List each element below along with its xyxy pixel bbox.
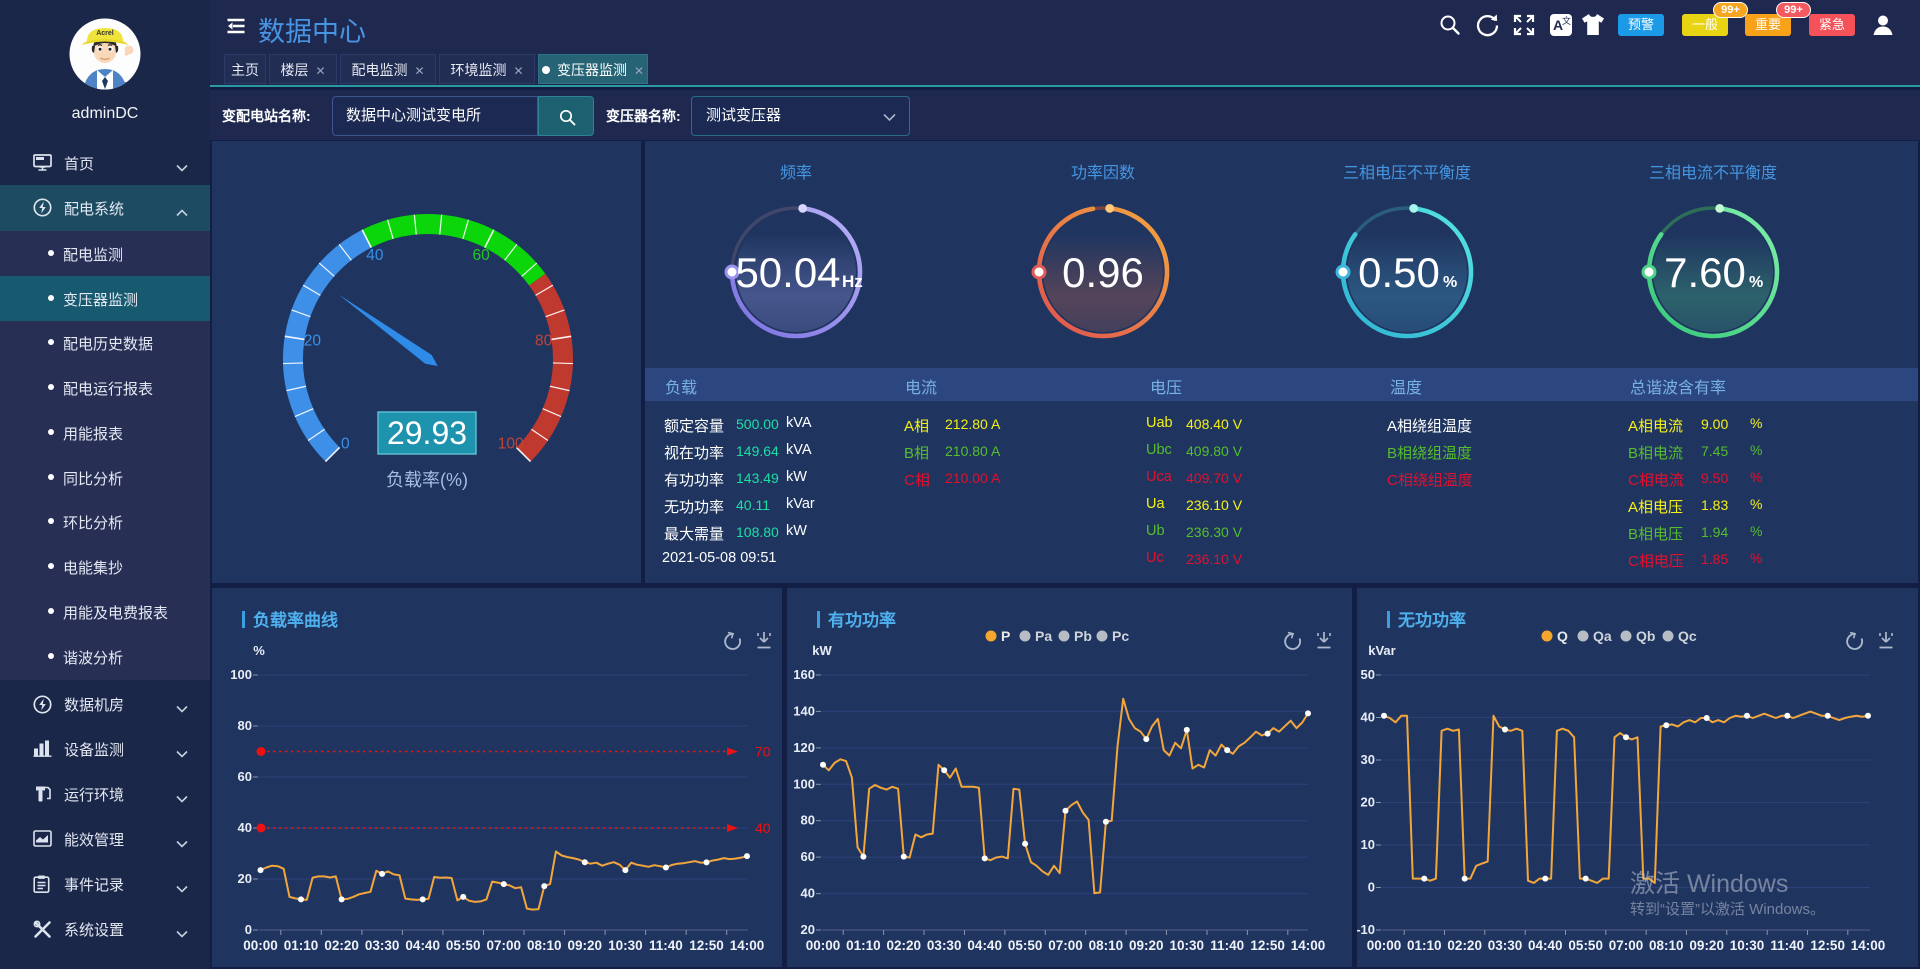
svg-text:01:10: 01:10 [1407, 938, 1442, 953]
svg-text:Qb: Qb [1636, 628, 1655, 644]
svg-text:80: 80 [238, 718, 252, 733]
svg-text:20: 20 [304, 333, 322, 350]
svg-text:03:30: 03:30 [365, 938, 400, 953]
svg-text:Hz: Hz [842, 272, 863, 291]
svg-text:40: 40 [755, 820, 771, 836]
svg-text:01:10: 01:10 [284, 938, 319, 953]
svg-text:Pa: Pa [1035, 628, 1052, 644]
svg-text:09:20: 09:20 [1129, 938, 1164, 953]
svg-text:09:20: 09:20 [568, 938, 603, 953]
svg-text:负载率曲线: 负载率曲线 [253, 610, 338, 630]
svg-text:频率: 频率 [780, 164, 812, 182]
svg-text:70: 70 [755, 744, 771, 760]
svg-text:08:10: 08:10 [527, 938, 562, 953]
svg-text:120: 120 [793, 740, 815, 755]
svg-text:04:40: 04:40 [967, 938, 1002, 953]
svg-text:12:50: 12:50 [1810, 938, 1845, 953]
svg-text:0.96: 0.96 [1062, 249, 1144, 296]
svg-text:0: 0 [245, 922, 252, 937]
svg-text:60: 60 [801, 849, 815, 864]
svg-text:08:10: 08:10 [1089, 938, 1124, 953]
svg-text:%: % [1443, 274, 1457, 291]
svg-text:kW: kW [812, 643, 832, 658]
svg-text:Acrel: Acrel [96, 30, 114, 37]
svg-text:Pc: Pc [1112, 628, 1129, 644]
svg-text:05:50: 05:50 [446, 938, 481, 953]
svg-text:40: 40 [366, 247, 384, 264]
svg-text:02:20: 02:20 [324, 938, 359, 953]
svg-text:40: 40 [1361, 710, 1375, 725]
svg-text:00:00: 00:00 [806, 938, 841, 953]
svg-text:10:30: 10:30 [1730, 938, 1765, 953]
svg-text:30: 30 [1361, 752, 1375, 767]
svg-text:14:00: 14:00 [1291, 938, 1326, 953]
svg-text:12:50: 12:50 [1250, 938, 1285, 953]
svg-text:01:10: 01:10 [846, 938, 881, 953]
svg-text:100: 100 [498, 436, 524, 453]
svg-text:50.04: 50.04 [735, 249, 840, 296]
svg-text:无功功率: 无功功率 [1397, 610, 1466, 630]
svg-text:0: 0 [341, 436, 350, 453]
svg-text:04:40: 04:40 [405, 938, 440, 953]
svg-text:%: % [1749, 274, 1763, 291]
svg-text:160: 160 [793, 667, 815, 682]
svg-text:20: 20 [801, 922, 815, 937]
svg-text:07:00: 07:00 [1048, 938, 1083, 953]
svg-text:11:40: 11:40 [1210, 938, 1244, 953]
svg-text:Pb: Pb [1074, 628, 1092, 644]
svg-text:07:00: 07:00 [487, 938, 522, 953]
svg-text:50: 50 [1361, 667, 1375, 682]
svg-text:03:30: 03:30 [927, 938, 962, 953]
svg-text:14:00: 14:00 [1851, 938, 1886, 953]
svg-text:A: A [1553, 17, 1563, 33]
svg-text:29.93: 29.93 [387, 415, 467, 451]
svg-text:11:40: 11:40 [649, 938, 683, 953]
svg-text:40: 40 [801, 886, 815, 901]
svg-text:80: 80 [535, 333, 553, 350]
svg-text:有功功率: 有功功率 [828, 610, 896, 630]
svg-text:kVar: kVar [1368, 643, 1395, 658]
svg-text:0.50: 0.50 [1358, 249, 1440, 296]
svg-text:80: 80 [801, 813, 815, 828]
svg-text:00:00: 00:00 [243, 938, 278, 953]
svg-text:07:00: 07:00 [1609, 938, 1644, 953]
svg-text:02:20: 02:20 [1447, 938, 1482, 953]
svg-text:10:30: 10:30 [608, 938, 643, 953]
svg-text:05:50: 05:50 [1008, 938, 1043, 953]
svg-text:文: 文 [1562, 15, 1571, 26]
svg-text:Qc: Qc [1678, 628, 1697, 644]
svg-text:14:00: 14:00 [730, 938, 765, 953]
svg-text:03:30: 03:30 [1488, 938, 1523, 953]
svg-text:%: % [253, 643, 265, 658]
svg-text:100: 100 [230, 667, 252, 682]
svg-text:100: 100 [793, 776, 815, 791]
svg-text:三相电流不平衡度: 三相电流不平衡度 [1649, 164, 1777, 182]
svg-text:09:20: 09:20 [1689, 938, 1724, 953]
svg-text:-10: -10 [1357, 922, 1375, 937]
svg-text:12:50: 12:50 [689, 938, 724, 953]
svg-text:60: 60 [472, 247, 490, 264]
svg-text:40: 40 [238, 820, 252, 835]
svg-text:140: 140 [793, 703, 815, 718]
svg-text:20: 20 [238, 871, 252, 886]
svg-text:负载率(%): 负载率(%) [386, 470, 468, 490]
svg-text:0: 0 [1368, 880, 1375, 895]
svg-text:60: 60 [238, 769, 252, 784]
svg-text:08:10: 08:10 [1649, 938, 1684, 953]
svg-text:04:40: 04:40 [1528, 938, 1563, 953]
svg-text:11:40: 11:40 [1770, 938, 1804, 953]
svg-text:00:00: 00:00 [1367, 938, 1402, 953]
svg-text:功率因数: 功率因数 [1071, 164, 1135, 182]
svg-text:三相电压不平衡度: 三相电压不平衡度 [1343, 164, 1471, 182]
svg-text:Qa: Qa [1593, 628, 1612, 644]
svg-text:20: 20 [1361, 795, 1375, 810]
svg-text:10: 10 [1361, 837, 1375, 852]
svg-text:7.60: 7.60 [1664, 249, 1746, 296]
svg-text:Q: Q [1557, 628, 1568, 644]
svg-text:P: P [1001, 628, 1010, 644]
svg-text:02:20: 02:20 [887, 938, 922, 953]
svg-text:10:30: 10:30 [1170, 938, 1205, 953]
svg-text:05:50: 05:50 [1568, 938, 1603, 953]
